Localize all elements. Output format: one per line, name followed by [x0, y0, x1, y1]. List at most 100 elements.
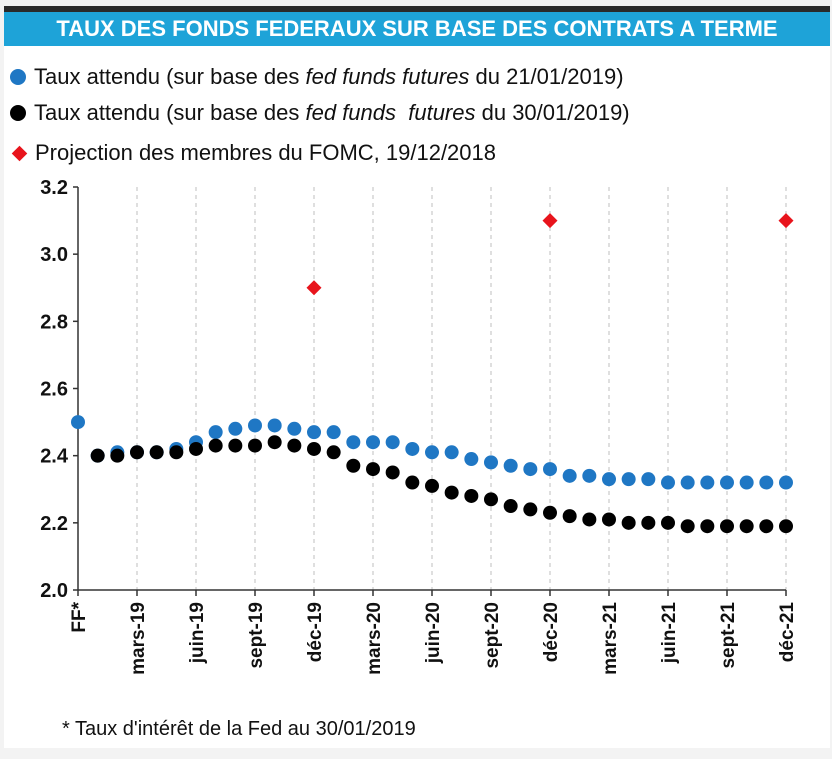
futures-3001-point	[307, 441, 321, 456]
y-tick-label: 2.0	[40, 580, 68, 602]
x-tick-label: juin-19	[187, 602, 208, 664]
fomc-projection-point	[306, 280, 322, 296]
futures-2101-point	[582, 468, 597, 483]
futures-3001-point	[425, 478, 439, 493]
futures-3001-point	[739, 519, 754, 534]
x-tick-label: mars-19	[128, 602, 149, 675]
futures-2101-point	[267, 418, 282, 433]
chart-panel: TAUX DES FONDS FEDERAUX SUR BASE DES CON…	[4, 6, 830, 748]
futures-2101-point	[779, 475, 793, 490]
futures-3001-point	[130, 445, 144, 460]
futures-3001-point	[602, 512, 616, 527]
futures-3001-point	[444, 485, 459, 500]
x-tick-label: sept-20	[482, 602, 503, 669]
y-tick-label: 2.2	[40, 513, 68, 535]
futures-3001-point	[720, 519, 734, 534]
futures-3001-point	[464, 488, 479, 503]
futures-2101-point	[228, 421, 243, 436]
x-tick-label: déc-20	[541, 602, 562, 662]
futures-2101-point	[484, 455, 498, 470]
futures-3001-point	[326, 445, 341, 460]
futures-2101-point	[425, 445, 439, 460]
futures-3001-point	[484, 492, 498, 507]
futures-3001-point	[267, 435, 282, 450]
futures-2101-point	[385, 435, 400, 450]
x-tick-label: déc-19	[305, 602, 326, 662]
futures-2101-point	[543, 462, 557, 477]
x-tick-label: sept-19	[246, 602, 267, 669]
y-tick-label: 2.4	[40, 446, 69, 468]
futures-2101-point	[464, 452, 479, 467]
futures-2101-point	[248, 418, 262, 433]
futures-3001-point	[661, 515, 675, 530]
futures-3001-point	[562, 509, 577, 524]
futures-3001-point	[366, 462, 380, 477]
futures-2101-point	[720, 475, 734, 490]
futures-2101-point	[562, 468, 577, 483]
futures-3001-point	[641, 515, 656, 530]
legend-black-italic: fed funds futures	[305, 100, 476, 125]
futures-2101-point	[759, 475, 774, 490]
futures-2101-point	[366, 435, 380, 450]
futures-3001-point	[385, 465, 400, 480]
futures-2101-point	[208, 425, 223, 440]
y-tick-label: 2.8	[40, 311, 68, 333]
futures-2101-point	[503, 458, 518, 473]
futures-3001-point	[405, 475, 420, 490]
futures-2101-point	[621, 472, 636, 487]
futures-3001-point	[582, 512, 597, 527]
fomc-projection-point	[542, 213, 558, 229]
futures-2101-point	[287, 421, 302, 436]
footnote: * Taux d'intérêt de la Fed au 30/01/2019	[62, 718, 416, 740]
legend-blue-suffix: du 21/01/2019)	[469, 64, 624, 89]
x-tick-label: déc-21	[777, 602, 798, 663]
futures-2101-point	[641, 472, 656, 487]
futures-3001-point	[228, 438, 243, 453]
futures-3001-point	[523, 502, 538, 517]
futures-3001-point	[680, 519, 695, 534]
futures-3001-point	[169, 445, 184, 460]
futures-2101-point	[602, 472, 616, 487]
futures-3001-point	[90, 448, 105, 463]
futures-3001-point	[248, 438, 262, 453]
futures-3001-point	[287, 438, 302, 453]
futures-2101-point	[326, 425, 341, 440]
futures-2101-point	[739, 475, 754, 490]
futures-2101-point	[405, 441, 420, 456]
x-tick-label: juin-21	[659, 602, 680, 665]
legend-item-blue: Taux attendu (sur base des fed funds fut…	[10, 62, 624, 92]
futures-3001-point	[189, 441, 203, 456]
futures-3001-point	[208, 438, 223, 453]
legend-black-prefix: Taux attendu (sur base des	[34, 100, 306, 125]
futures-2101-point	[700, 475, 715, 490]
futures-3001-point	[700, 519, 715, 534]
futures-2101-point	[346, 435, 361, 450]
legend-black-dot-icon	[10, 105, 26, 121]
y-tick-label: 3.0	[40, 244, 68, 266]
futures-3001-point	[779, 519, 793, 534]
y-tick-label: 2.6	[40, 379, 68, 401]
futures-2101-point	[523, 462, 538, 477]
futures-3001-point	[543, 505, 557, 520]
chart-title: TAUX DES FONDS FEDERAUX SUR BASE DES CON…	[4, 6, 830, 46]
x-tick-label: mars-20	[364, 602, 385, 675]
legend-blue-prefix: Taux attendu (sur base des	[34, 64, 306, 89]
futures-3001-point	[759, 519, 774, 534]
legend-black-suffix: du 30/01/2019)	[475, 100, 630, 125]
fomc-projection-point	[778, 213, 794, 229]
legend-blue-dot-icon	[10, 69, 26, 85]
futures-3001-point	[621, 515, 636, 530]
futures-3001-point	[503, 499, 518, 514]
futures-2101-point	[71, 415, 85, 430]
legend-red-label: Projection des membres du FOMC, 19/12/20…	[35, 140, 497, 165]
x-tick-label: mars-21	[600, 602, 621, 675]
legend-item-black: Taux attendu (sur base des fed funds fut…	[10, 98, 630, 128]
futures-3001-point	[346, 458, 361, 473]
futures-3001-point	[149, 445, 164, 460]
futures-3001-point	[110, 448, 125, 463]
legend-blue-italic: fed funds futures	[305, 64, 470, 89]
futures-2101-point	[307, 425, 321, 440]
y-tick-label: 3.2	[40, 177, 68, 199]
